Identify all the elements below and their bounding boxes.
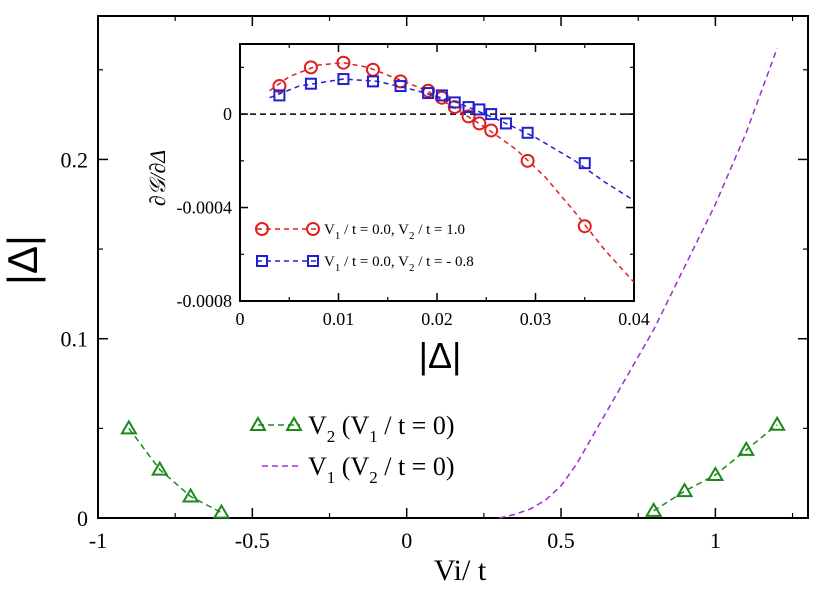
- y-tick-label: 0: [77, 506, 88, 531]
- data-point-square: [578, 157, 591, 170]
- inset-legend-entry-red: V1 / t = 0.0, V2 / t = 1.0: [255, 222, 465, 242]
- data-point-triangle: [150, 460, 169, 476]
- legend-label-v2: V2 (V1 / t = 0): [308, 411, 455, 446]
- data-point-circle: [577, 219, 592, 234]
- y-tick-label: 0.2: [61, 147, 89, 172]
- legend-triangle-marker: [249, 416, 267, 431]
- data-point-square: [366, 75, 379, 88]
- inset-series-layer: [240, 55, 635, 283]
- main-series-layer: [120, 48, 786, 519]
- inset-series-line: [269, 61, 635, 283]
- data-point-circle: [520, 153, 535, 168]
- data-point-circle: [484, 123, 499, 138]
- inset-axis-ticks: 0 0.01 0.02 0.03 0.04 0 -0.0004 -0.0008: [177, 44, 650, 329]
- inset-y-tick-label: -0.0008: [177, 291, 233, 311]
- inset-legend-label-red: V1 / t = 0.0, V2 / t = 1.0: [324, 222, 465, 242]
- main-x-axis-label: Vi/ t: [434, 554, 487, 587]
- data-point-circle: [461, 109, 476, 124]
- inset-legend-circle-marker: [306, 222, 320, 236]
- data-point-circle: [336, 55, 351, 70]
- inset-legend-circle-marker: [255, 222, 269, 236]
- inset-legend: V1 / t = 0.0, V2 / t = 1.0 V1 / t = 0.0,…: [255, 222, 474, 274]
- data-point-square: [499, 117, 512, 130]
- inset-legend-square-marker: [256, 255, 268, 267]
- data-point-square: [473, 103, 486, 116]
- data-point-square: [337, 73, 350, 86]
- series-line: [653, 424, 778, 512]
- legend-triangle-marker: [285, 416, 303, 431]
- legend-label-v1: V1 (V2 / t = 0): [308, 452, 455, 487]
- inset-x-tick-label: 0.04: [618, 309, 650, 329]
- x-tick-label: 0: [401, 528, 412, 553]
- main-plot-frame: [97, 15, 809, 519]
- data-point-circle: [472, 116, 487, 131]
- inset-x-axis-label: |Δ|: [419, 335, 462, 376]
- inset-x-tick-label: 0: [236, 309, 245, 329]
- data-point-triangle: [644, 501, 663, 517]
- data-point-square: [394, 80, 407, 93]
- x-tick-label: 1: [710, 528, 721, 553]
- data-point-square: [273, 89, 286, 102]
- inset-legend-square-marker: [307, 255, 319, 267]
- data-point-triangle: [768, 415, 786, 431]
- inset-x-tick-label: 0.01: [323, 309, 355, 329]
- legend-entry-v1: V1 (V2 / t = 0): [262, 452, 455, 487]
- x-tick-label: -0.5: [235, 528, 270, 553]
- data-point-square: [304, 77, 317, 90]
- data-point-triangle: [181, 487, 200, 503]
- data-point-square: [521, 126, 534, 139]
- inset-y-axis-label: ∂𝒢/∂Δ: [145, 150, 170, 206]
- data-point-square: [422, 87, 435, 100]
- y-tick-label: 0.1: [61, 327, 89, 352]
- legend-entry-v2: V2 (V1 / t = 0): [249, 411, 455, 446]
- inset-x-tick-label: 0.03: [520, 309, 552, 329]
- main-legend: V2 (V1 / t = 0) V1 (V2 / t = 0): [249, 411, 455, 487]
- data-point-square: [485, 108, 498, 121]
- data-point-square: [435, 89, 448, 102]
- inset-legend-label-blue: V1 / t = 0.0, V2 / t = - 0.8: [324, 254, 474, 274]
- data-point-triangle: [675, 482, 694, 498]
- inset-x-tick-label: 0.02: [421, 309, 453, 329]
- data-point-circle: [303, 60, 318, 75]
- inset-y-tick-label: 0: [223, 104, 232, 124]
- data-point-triangle: [737, 440, 756, 456]
- data-point-square: [448, 96, 461, 109]
- main-y-axis-label: |Δ|: [0, 235, 46, 285]
- x-tick-label: -1: [89, 528, 107, 553]
- series-line: [128, 427, 222, 514]
- data-point-triangle: [706, 465, 725, 481]
- data-point-circle: [272, 79, 287, 94]
- main-axis-ticks: -1 -0.5 0 0.5 1 0 0.1 0.2: [61, 16, 808, 553]
- data-point-triangle: [120, 419, 138, 435]
- x-tick-label: 0.5: [547, 528, 575, 553]
- inset-y-tick-label: -0.0004: [177, 198, 233, 218]
- inset-legend-entry-blue: V1 / t = 0.0, V2 / t = - 0.8: [256, 254, 474, 274]
- series-line: [499, 48, 778, 519]
- data-point-triangle: [212, 503, 231, 519]
